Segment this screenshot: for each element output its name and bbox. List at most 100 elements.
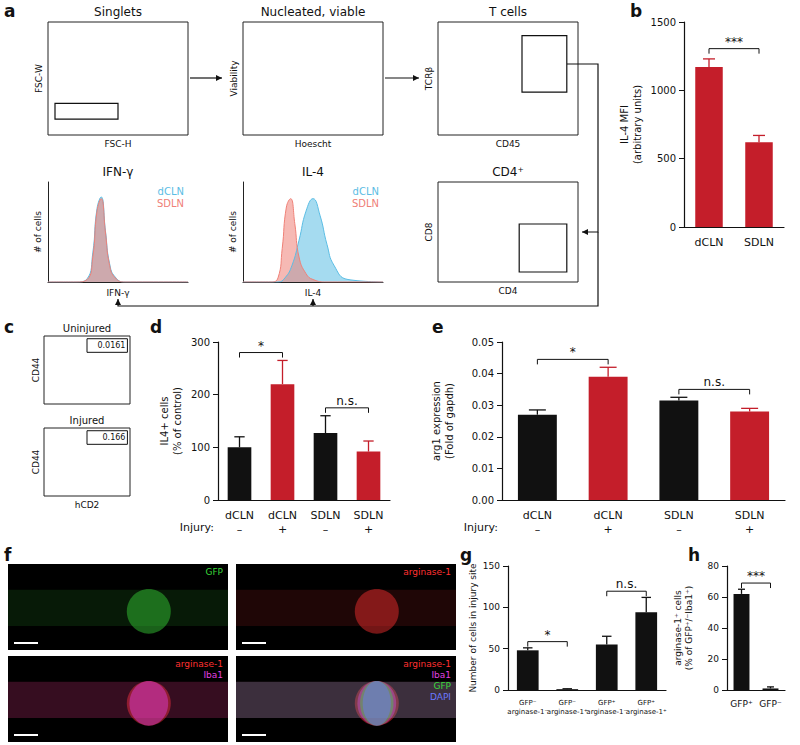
svg-text:n.s.: n.s. (704, 375, 726, 389)
svg-text:a: a (4, 1, 15, 21)
svg-text:(% of GFP⁺/⁻Iba1⁺): (% of GFP⁺/⁻Iba1⁺) (684, 586, 694, 670)
svg-text:–: – (237, 523, 243, 536)
svg-text:GFP: GFP (205, 567, 223, 577)
svg-text:+: + (745, 523, 754, 536)
svg-text:arg1 expression: arg1 expression (431, 381, 442, 461)
svg-text:(Fold of gapdh): (Fold of gapdh) (444, 383, 455, 459)
svg-text:IFN-γ: IFN-γ (103, 165, 134, 179)
svg-text:b: b (630, 1, 642, 21)
svg-text:0.03: 0.03 (472, 400, 494, 411)
svg-text:SDLN: SDLN (157, 198, 184, 209)
svg-text:arginase-1⁺: arginase-1⁺ (626, 708, 667, 716)
svg-text:–: – (323, 523, 329, 536)
svg-text:0.02: 0.02 (472, 431, 494, 442)
svg-text:Iba1: Iba1 (203, 670, 223, 680)
svg-text:GFP⁻: GFP⁻ (759, 699, 782, 709)
svg-text:100: 100 (191, 442, 210, 453)
svg-text:Number of cells in injury site: Number of cells in injury site (468, 563, 478, 693)
svg-text:FSC-W: FSC-W (34, 64, 44, 93)
svg-text:dCLN: dCLN (225, 509, 254, 522)
svg-text:0.01: 0.01 (472, 463, 494, 474)
svg-text:dCLN: dCLN (694, 236, 723, 249)
svg-text:Injury:: Injury: (180, 521, 214, 534)
svg-text:0.05: 0.05 (472, 337, 494, 348)
svg-text:DAPI: DAPI (430, 692, 451, 702)
svg-text:arginase-1: arginase-1 (403, 659, 451, 669)
svg-text:1000: 1000 (651, 85, 676, 96)
svg-text:dCLN: dCLN (353, 186, 379, 197)
svg-text:arginase-1: arginase-1 (175, 659, 223, 669)
svg-text:0: 0 (713, 685, 719, 695)
svg-text:100: 100 (483, 602, 500, 612)
svg-text:Viability: Viability (229, 60, 239, 97)
svg-text:arginase-1⁺: arginase-1⁺ (547, 708, 588, 716)
svg-text:arginase-1: arginase-1 (403, 567, 451, 577)
svg-text:CD8: CD8 (424, 222, 434, 241)
svg-text:SDLN: SDLN (744, 236, 774, 249)
svg-text:dCLN: dCLN (594, 509, 623, 522)
svg-text:SDLN: SDLN (664, 509, 694, 522)
svg-text:500: 500 (657, 153, 676, 164)
svg-text:40: 40 (708, 623, 720, 633)
svg-text:CD44: CD44 (31, 449, 41, 474)
svg-text:dCLN: dCLN (523, 509, 552, 522)
svg-text:GFP⁻: GFP⁻ (559, 699, 577, 707)
svg-text:***: *** (725, 35, 743, 49)
svg-text:FSC-H: FSC-H (104, 139, 131, 149)
svg-text:Nucleated, viable: Nucleated, viable (261, 5, 366, 19)
svg-text:+: + (604, 523, 613, 536)
svg-text:CD45: CD45 (496, 139, 521, 149)
svg-text:GFP⁺: GFP⁺ (638, 699, 656, 707)
svg-text:GFP: GFP (433, 681, 451, 691)
svg-text:0: 0 (494, 685, 500, 695)
svg-text:CD44: CD44 (31, 357, 41, 382)
svg-text:e: e (432, 317, 444, 337)
svg-text:0.04: 0.04 (472, 368, 494, 379)
svg-text:+: + (364, 523, 373, 536)
svg-text:GFP⁺: GFP⁺ (598, 699, 616, 707)
svg-text:–: – (676, 523, 682, 536)
svg-text:n.s.: n.s. (336, 394, 358, 408)
svg-text:*: * (570, 345, 576, 359)
svg-text:0.00: 0.00 (472, 495, 494, 506)
svg-text:g: g (460, 545, 472, 565)
svg-text:Iba1: Iba1 (431, 670, 451, 680)
svg-text:arginase-1⁻: arginase-1⁻ (507, 708, 548, 716)
svg-text:SDLN: SDLN (352, 198, 379, 209)
svg-text:h: h (688, 545, 700, 565)
svg-text:200: 200 (191, 389, 210, 400)
svg-text:IFN-γ: IFN-γ (106, 288, 130, 298)
svg-text:+: + (278, 523, 287, 536)
svg-text:60: 60 (708, 592, 720, 602)
svg-text:c: c (4, 317, 14, 337)
svg-text:IL-4 MFI: IL-4 MFI (619, 105, 630, 144)
svg-text:Hoescht: Hoescht (295, 139, 332, 149)
svg-text:(% of control): (% of control) (172, 387, 183, 455)
svg-text:CD4⁺: CD4⁺ (492, 165, 524, 179)
svg-text:80: 80 (708, 561, 720, 571)
svg-text:Injury:: Injury: (464, 521, 498, 534)
svg-text:hCD2: hCD2 (75, 500, 100, 510)
svg-text:1500: 1500 (651, 17, 676, 28)
svg-text:d: d (150, 317, 162, 337)
svg-text:TCRβ: TCRβ (424, 67, 434, 92)
svg-text:*: * (258, 339, 264, 353)
svg-text:***: *** (747, 569, 765, 583)
svg-text:GFP⁺: GFP⁺ (730, 699, 753, 709)
svg-text:(arbitrary units): (arbitrary units) (632, 85, 643, 164)
svg-text:0.166: 0.166 (103, 433, 126, 442)
svg-text:SDLN: SDLN (354, 509, 384, 522)
svg-text:SDLN: SDLN (735, 509, 765, 522)
svg-text:Singlets: Singlets (94, 5, 142, 19)
svg-text:20: 20 (708, 654, 720, 664)
svg-text:T cells: T cells (488, 5, 527, 19)
svg-text:150: 150 (483, 561, 500, 571)
svg-text:dCLN: dCLN (158, 186, 184, 197)
svg-text:# of cells: # of cells (228, 211, 238, 253)
svg-text:f: f (4, 545, 12, 565)
svg-text:*: * (545, 628, 551, 642)
svg-text:arginase-1⁻: arginase-1⁻ (586, 708, 627, 716)
svg-text:GFP⁻: GFP⁻ (519, 699, 537, 707)
svg-text:0: 0 (204, 495, 210, 506)
svg-text:Uninjured: Uninjured (63, 323, 111, 334)
